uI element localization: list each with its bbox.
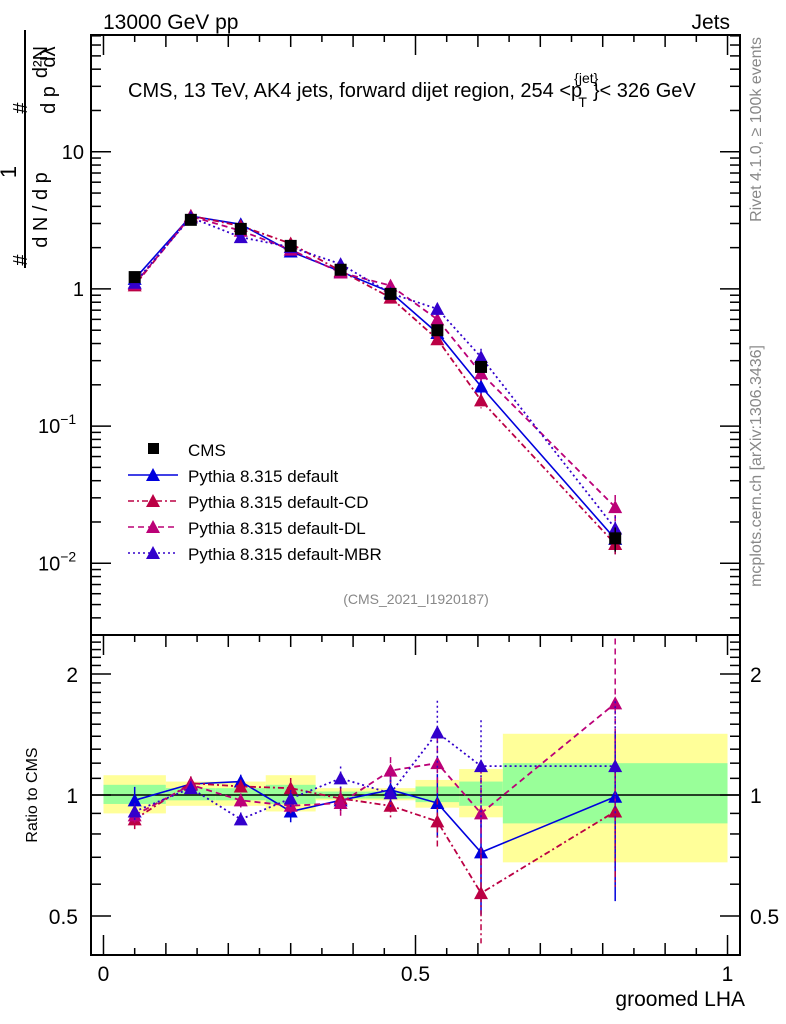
main-series	[127, 208, 623, 556]
ratio-y-tick-label: 0.5	[49, 906, 78, 929]
main-y-tick-label: 10	[62, 142, 84, 164]
model-point	[474, 379, 489, 393]
ratio-line-2	[134, 702, 616, 817]
model-point	[474, 393, 489, 407]
main-y-tick-label: 10−1	[38, 411, 76, 438]
model-point	[430, 301, 445, 315]
ratio-point	[283, 791, 298, 805]
ratio-point	[608, 759, 623, 773]
ylabel-one: 1	[0, 166, 21, 178]
x-tick-label: 1	[722, 963, 734, 986]
ylabel-hash: #	[10, 254, 32, 266]
x-tick-label: 0	[98, 963, 110, 986]
ratio-point	[383, 763, 398, 777]
ratio-y-tick-label-right: 0.5	[750, 906, 779, 929]
ylabel-dlambda: dλ	[38, 46, 60, 67]
ratio-point	[127, 804, 142, 818]
model-line-2	[133, 215, 616, 508]
data-point	[234, 222, 247, 235]
ratio-line-1	[134, 782, 616, 895]
ratio-point	[430, 814, 445, 828]
legend-label: Pythia 8.315 default-DL	[188, 519, 366, 538]
ratio-axes: 0.5 0.5 1 1 2 2 0 0.5 1	[49, 641, 779, 986]
data-point	[475, 360, 488, 373]
ylabel-numerator-top: d²N	[30, 46, 52, 78]
main-y-axis-label: # # 1 d²N d N / d p d p dλ	[0, 30, 60, 268]
model-point	[474, 350, 489, 364]
data-point	[184, 213, 197, 226]
ratio-point	[333, 796, 348, 810]
model-point	[430, 332, 445, 346]
ratio-point	[127, 793, 142, 807]
x-tick-label: 0.5	[401, 963, 430, 986]
ratio-y-tick-label-right: 2	[750, 664, 762, 687]
ratio-uncertainty-bands	[103, 733, 728, 863]
data-point	[128, 271, 141, 284]
rivet-version-label: Rivet 4.1.0, ≥ 100k events	[748, 37, 765, 222]
legend-marker-2	[146, 494, 160, 507]
legend-marker-4	[146, 546, 160, 559]
header-category-label: Jets	[691, 11, 730, 34]
plot-title: CMS, 13 TeV, AK4 jets, forward dijet reg…	[128, 70, 696, 110]
ratio-y-tick-label-right: 1	[750, 785, 762, 808]
legend-label: Pythia 8.315 default	[188, 467, 339, 486]
ratio-point	[233, 812, 248, 826]
ylabel-denominator: d N / d p	[30, 172, 52, 248]
data-point	[334, 263, 347, 276]
analysis-watermark: (CMS_2021_I1920187)	[343, 591, 489, 607]
model-point	[608, 500, 623, 514]
ratio-y-tick-label: 2	[66, 664, 78, 687]
legend-marker-data	[148, 443, 159, 454]
model-point	[430, 312, 445, 326]
ylabel-inner-numer: d p	[38, 86, 60, 114]
model-point	[233, 230, 248, 244]
plot-title-sup: {jet}	[574, 70, 598, 86]
main-y-tick-label: 10−2	[38, 548, 76, 575]
data-point	[609, 532, 622, 545]
mcplots-label: mcplots.cern.ch [arXiv:1306.3436]	[748, 345, 765, 587]
plot-title-tail: }< 326 GeV	[593, 80, 697, 102]
legend-marker-3	[146, 520, 160, 533]
ratio-series	[127, 638, 623, 944]
legend-marker-1	[146, 468, 160, 481]
main-y-tick-label: 1	[73, 279, 84, 301]
ratio-point	[333, 771, 348, 785]
data-point	[431, 324, 444, 337]
legend-label: Pythia 8.315 default-MBR	[188, 545, 382, 564]
ratio-point	[608, 804, 623, 818]
plot-title-sub: T	[578, 94, 587, 110]
plot-title-text: CMS, 13 TeV, AK4 jets, forward dijet reg…	[128, 70, 696, 110]
legend-label: CMS	[188, 441, 226, 460]
legend: CMS Pythia 8.315 default Pythia 8.315 defa…	[128, 441, 382, 564]
ratio-point	[233, 793, 248, 807]
data-point	[384, 287, 397, 300]
ratio-y-tick-label: 1	[66, 785, 78, 808]
ratio-point	[474, 806, 489, 820]
model-line-0	[134, 215, 616, 540]
plot-title-main: CMS, 13 TeV, AK4 jets, forward dijet reg…	[128, 80, 582, 102]
header-beam-label: 13000 GeV pp	[103, 11, 238, 34]
ratio-point	[233, 779, 248, 793]
ratio-point	[383, 786, 398, 800]
ratio-point	[474, 886, 489, 900]
ratio-y-axis-label: Ratio to CMS	[24, 747, 41, 842]
ratio-line-3	[134, 731, 616, 821]
legend-label: Pythia 8.315 default-CD	[188, 493, 369, 512]
ratio-point	[283, 781, 298, 795]
data-point	[284, 239, 297, 252]
ratio-point	[430, 725, 445, 739]
x-axis-label: groomed LHA	[615, 988, 745, 1011]
ratio-point	[183, 781, 198, 795]
ratio-point	[474, 759, 489, 773]
main-axes: 10−2 10−1 1 10	[38, 35, 740, 955]
ylabel-hash-2: #	[10, 102, 32, 114]
